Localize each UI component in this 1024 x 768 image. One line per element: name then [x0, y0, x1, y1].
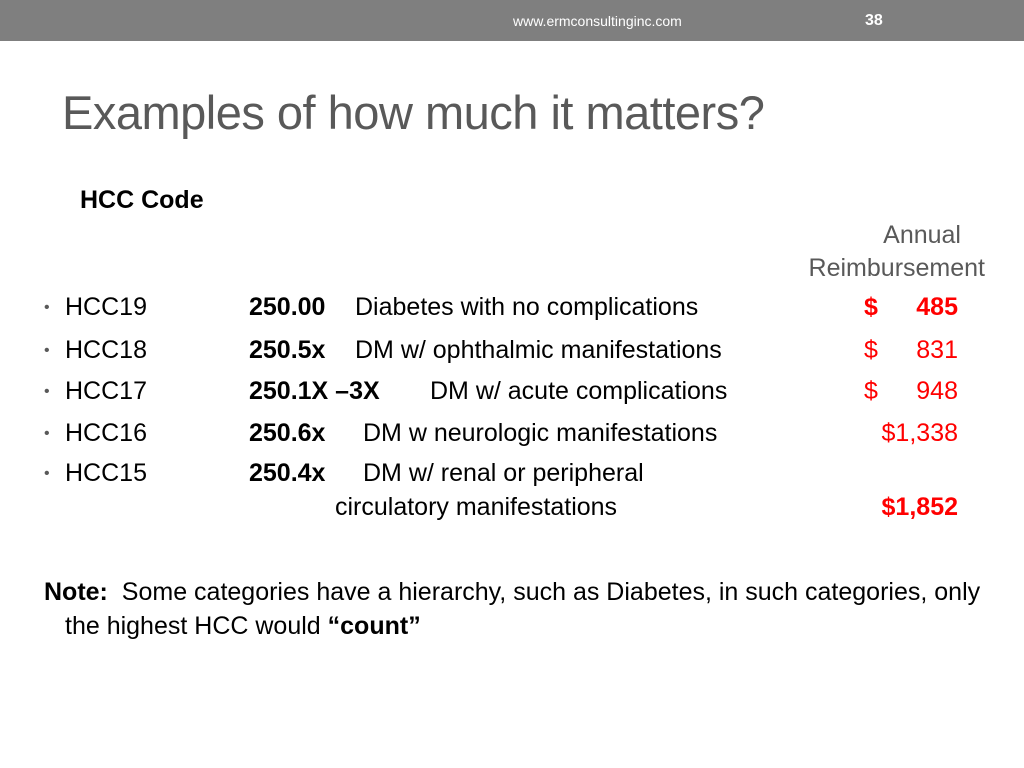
table-row: • HCC15 250.4x DM w/ renal or peripheral… [0, 459, 1024, 539]
slide-number: 38 [865, 12, 883, 29]
icd-code: 250.00 [249, 293, 326, 321]
reimbursement-amount: 831 [916, 336, 958, 364]
note-paragraph: Note: Some categories have a hierarchy, … [44, 575, 985, 643]
hcc-category: HCC18 [65, 336, 147, 364]
table-row: • HCC19 250.00 Diabetes with no complica… [0, 293, 1024, 333]
top-bar: www.ermconsultinginc.com 38 [0, 0, 1024, 41]
code-description-line2: circulatory manifestations [335, 493, 618, 521]
code-description: DM w/ renal or peripheral [363, 459, 644, 487]
reimbursement-amount: 485 [916, 293, 958, 321]
hcc-code-heading: HCC Code [80, 186, 204, 214]
note-label: Note: [44, 578, 108, 606]
bullet-icon: • [44, 342, 50, 359]
website-url[interactable]: www.ermconsultinginc.com [513, 13, 682, 29]
slide-title: Examples of how much it matters? [62, 86, 765, 139]
reimbursement-amount: $1,852 [881, 493, 958, 521]
bullet-icon: • [44, 299, 50, 316]
hcc-category: HCC15 [65, 459, 147, 487]
table-row: • HCC16 250.6x DM w neurologic manifesta… [0, 419, 1024, 459]
table-row: • HCC17 250.1X –3X DM w/ acute complicat… [0, 377, 1024, 417]
hcc-category: HCC17 [65, 377, 147, 405]
bullet-icon: • [44, 465, 50, 482]
code-description: Diabetes with no complications [355, 293, 699, 321]
annual-reimbursement-heading: Annual Reimbursement [760, 219, 985, 285]
annual-heading-line1: Annual [883, 221, 961, 249]
bullet-icon: • [44, 383, 50, 400]
code-description: DM w/ ophthalmic manifestations [355, 336, 722, 364]
icd-code: 250.5x [249, 336, 326, 364]
reimbursement-amount: 948 [916, 377, 958, 405]
hcc-category: HCC16 [65, 419, 147, 447]
reimbursement-amount: $1,338 [881, 419, 958, 447]
note-text: Some categories have a hierarchy, such a… [65, 578, 981, 640]
table-row: • HCC18 250.5x DM w/ ophthalmic manifest… [0, 336, 1024, 376]
annual-heading-line2: Reimbursement [808, 254, 985, 282]
code-description: DM w neurologic manifestations [363, 419, 718, 447]
amount-currency: $ [864, 377, 878, 405]
hcc-category: HCC19 [65, 293, 147, 321]
code-description: DM w/ acute complications [430, 377, 728, 405]
amount-currency: $ [864, 293, 878, 321]
amount-currency: $ [864, 336, 878, 364]
bullet-icon: • [44, 425, 50, 442]
icd-code: 250.1X –3X [249, 377, 380, 405]
note-emphasis: “count” [327, 612, 421, 640]
icd-code: 250.6x [249, 419, 326, 447]
icd-code: 250.4x [249, 459, 326, 487]
